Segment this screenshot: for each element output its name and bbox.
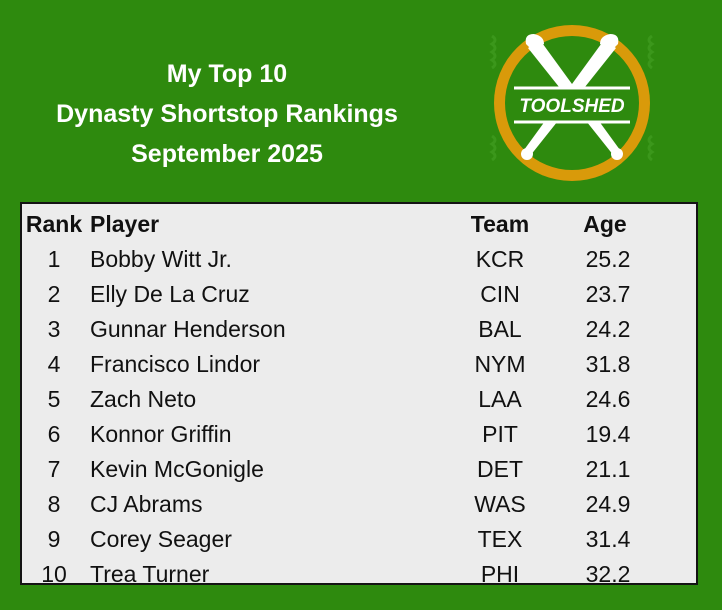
header-player: Player xyxy=(90,210,160,237)
table-row: 7 Kevin McGonigle DET 21.1 xyxy=(22,452,696,487)
team-cell: CIN xyxy=(480,281,520,307)
team-cell: PIT xyxy=(482,421,518,447)
age-cell: 24.9 xyxy=(585,491,631,517)
crossed-bats-icon: TOOLSHED xyxy=(489,25,655,181)
logo-text: TOOLSHED xyxy=(519,96,624,117)
table-row: 1 Bobby Witt Jr. KCR 25.2 xyxy=(22,242,696,277)
title-line-2: Dynasty Shortstop Rankings xyxy=(56,100,398,128)
toolshed-logo: TOOLSHED xyxy=(486,16,658,190)
table-row: 2 Elly De La Cruz CIN 23.7 xyxy=(22,277,696,312)
team-cell: LAA xyxy=(478,386,522,412)
player-cell: Bobby Witt Jr. xyxy=(90,246,232,272)
age-cell: 31.4 xyxy=(585,526,631,552)
team-cell: KCR xyxy=(475,246,525,272)
table-row: 3 Gunnar Henderson BAL 24.2 xyxy=(22,312,696,347)
team-cell: DET xyxy=(477,456,523,482)
age-cell: 24.2 xyxy=(585,316,631,342)
team-cell: PHI xyxy=(480,561,520,587)
rank-cell: 1 xyxy=(47,246,61,272)
page-title: My Top 10 Dynasty Shortstop Rankings Sep… xyxy=(20,54,434,174)
header-age: Age xyxy=(583,210,627,237)
title-line-3: September 2025 xyxy=(131,140,323,168)
age-cell: 31.8 xyxy=(585,351,631,377)
player-cell: Kevin McGonigle xyxy=(90,456,264,482)
rank-cell: 10 xyxy=(41,561,67,587)
table-row: 8 CJ Abrams WAS 24.9 xyxy=(22,487,696,522)
player-cell: Corey Seager xyxy=(90,526,232,552)
player-cell: Trea Turner xyxy=(90,561,210,587)
player-cell: CJ Abrams xyxy=(90,491,203,517)
header-rank: Rank xyxy=(25,210,83,237)
team-cell: BAL xyxy=(478,316,522,342)
rank-cell: 4 xyxy=(47,351,61,377)
player-cell: Francisco Lindor xyxy=(90,351,261,377)
rankings-table: Rank Player Team Age 1 Bobby Witt Jr. KCR 2… xyxy=(20,202,698,587)
age-cell: 25.2 xyxy=(585,246,631,272)
age-cell: 24.6 xyxy=(585,386,631,412)
player-cell: Zach Neto xyxy=(90,386,197,412)
player-cell: Konnor Griffin xyxy=(90,421,232,447)
age-cell: 32.2 xyxy=(585,561,631,587)
rank-cell: 8 xyxy=(47,491,61,517)
age-cell: 23.7 xyxy=(585,281,631,307)
team-cell: TEX xyxy=(477,526,523,552)
age-cell: 19.4 xyxy=(585,421,631,447)
table-header-row: Rank Player Team Age xyxy=(22,204,696,242)
title-line-1: My Top 10 xyxy=(166,60,288,88)
table-row: 9 Corey Seager TEX 31.4 xyxy=(22,522,696,557)
rank-cell: 7 xyxy=(47,456,61,482)
player-cell: Elly De La Cruz xyxy=(90,281,250,307)
table-row: 4 Francisco Lindor NYM 31.8 xyxy=(22,347,696,382)
team-cell: NYM xyxy=(474,351,526,377)
rank-cell: 2 xyxy=(47,281,61,307)
table-row: 6 Konnor Griffin PIT 19.4 xyxy=(22,417,696,452)
rank-cell: 6 xyxy=(47,421,61,447)
team-cell: WAS xyxy=(474,491,526,517)
rank-cell: 9 xyxy=(47,526,61,552)
table-row: 10 Trea Turner PHI 32.2 xyxy=(22,557,696,592)
rank-cell: 5 xyxy=(47,386,61,412)
player-cell: Gunnar Henderson xyxy=(90,316,286,342)
rank-cell: 3 xyxy=(47,316,61,342)
table-row: 5 Zach Neto LAA 24.6 xyxy=(22,382,696,417)
age-cell: 21.1 xyxy=(585,456,631,482)
header-team: Team xyxy=(470,210,530,237)
